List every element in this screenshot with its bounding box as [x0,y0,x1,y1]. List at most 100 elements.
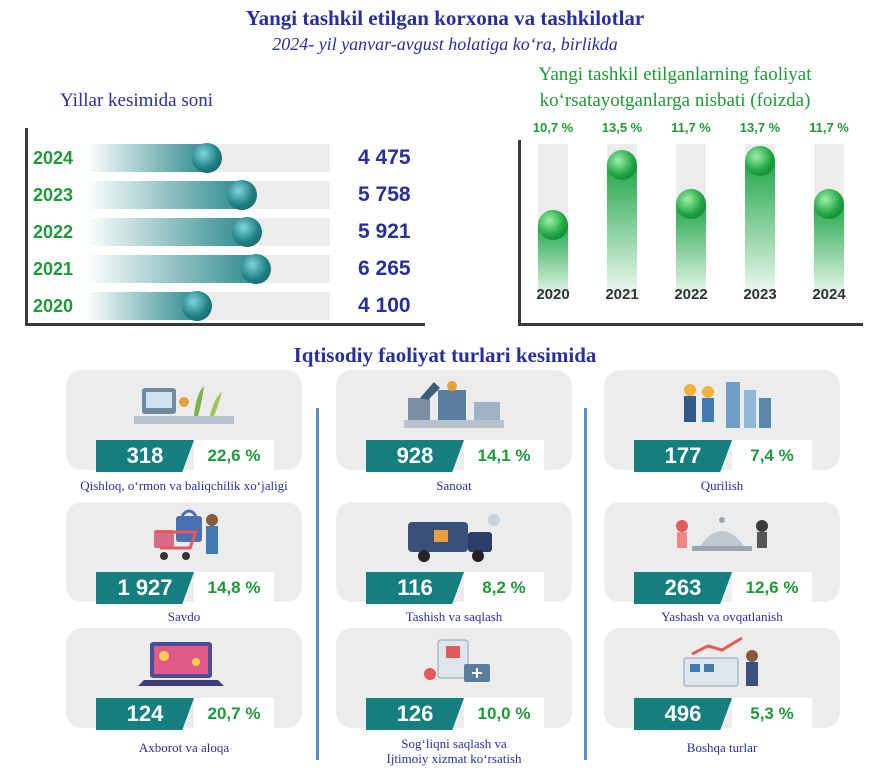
years-bar-row: 2023 5 758 [33,180,453,211]
sector-label: Qurilish [700,478,744,493]
ratio-bar-marker [814,189,844,219]
years-bar-row: 2024 4 475 [33,143,453,174]
sector-count: 116 [366,572,464,604]
sector-label: Savdo [167,609,201,624]
years-bar-track [86,254,330,284]
ratio-chart-frame [518,140,863,326]
sector-count: 177 [634,440,732,472]
years-chart-frame [25,128,425,326]
ratio-bar-column: 10,7 % 2020 [524,120,582,310]
it-laptop-icon [124,634,244,694]
sector-percent: 14,1 % [464,440,544,472]
ratio-chart-title-line-2: ko‘rsatayotganlarga nisbati (foizda) [539,90,811,111]
ratio-bar-marker [676,189,706,219]
sector-label: Sog‘liqni saqlash va Ijtimoiy xizmat ko‘r… [304,736,604,766]
years-bar-year-label: 2022 [33,222,74,242]
years-bar-marker [182,291,212,321]
years-bar-year-label: 2020 [33,296,74,316]
years-bar-track [86,291,330,321]
sector-count: 124 [96,698,194,730]
sector-percent: 5,3 % [732,698,812,730]
sector-label: Sanoat [436,478,472,493]
agriculture-icon [124,376,244,436]
sector-count: 318 [96,440,194,472]
sector-count: 126 [366,698,464,730]
ratio-bar-value-label: 11,7 % [671,120,711,135]
years-bar-value-label: 4 100 [358,294,411,317]
food-service-icon [662,508,782,568]
sector-card: 928 14,1 % [336,370,572,472]
years-bar-value-label: 6 265 [358,257,411,280]
sector-card: 496 5,3 % [604,628,840,730]
ratio-bar-year-label: 2023 [743,286,777,303]
factory-icon [394,376,514,436]
years-bar [86,144,207,172]
years-bar-marker [192,143,222,173]
ratio-bar-marker [607,150,637,180]
ratio-bar-year-label: 2020 [536,286,570,303]
ratio-bar-column: 13,5 % 2021 [593,120,651,310]
ratio-bar-year-label: 2021 [605,286,639,303]
years-bar-marker [241,254,271,284]
ratio-bar-value-label: 13,5 % [601,120,643,135]
sector-percent: 20,7 % [194,698,274,730]
years-bar [86,218,247,246]
ratio-bar-year-label: 2024 [812,286,846,303]
sector-percent: 12,6 % [732,572,812,604]
sector-count: 928 [366,440,464,472]
column-divider-left [316,408,319,760]
page-subtitle: 2024- yil yanvar-avgust holatiga ko‘ra, … [272,34,618,54]
delivery-truck-icon [394,508,514,568]
ratio-bar-marker [538,210,568,240]
ratio-bar-value-label: 10,7 % [532,120,574,135]
ratio-bar-track [538,144,568,304]
sector-label-line: Ijtimoiy xizmat ko‘rsatish [386,751,522,766]
sector-card: 318 22,6 % [66,370,302,472]
years-bar-year-label: 2021 [33,259,74,279]
ratio-chart-title: Yangi tashkil etilganlarning faoliyat ko… [490,62,860,114]
ratio-bar-year-label: 2022 [674,286,708,303]
sector-count: 263 [634,572,732,604]
ratio-bar-track [676,144,706,304]
years-bar-value-label: 5 758 [358,183,411,206]
ratio-bar [745,161,775,304]
sector-card: 1 927 14,8 % [66,502,302,604]
construction-icon [662,376,782,436]
analytics-icon [662,634,782,694]
ratio-bar [676,204,706,304]
sector-label-line: Sog‘liqni saqlash va [401,736,507,751]
healthcare-icon [394,634,514,694]
sector-label: Axborot va aloqa [138,740,230,755]
years-bar-year-label: 2024 [33,148,74,168]
years-bar-marker [232,217,262,247]
ratio-bar [814,204,844,304]
years-bar [86,292,197,320]
sector-percent: 10,0 % [464,698,544,730]
sectors-heading: Iqtisodiy faoliyat turlari kesimida [293,343,597,367]
sector-label: Boshqa turlar [686,740,758,755]
sector-card: 263 12,6 % [604,502,840,604]
years-bar-year-label: 2023 [33,185,74,205]
years-bar-value-label: 5 921 [358,220,411,243]
column-divider-right [584,408,587,760]
ratio-bar-track [745,144,775,304]
sector-card: 126 10,0 % [336,628,572,730]
ratio-bar-column: 11,7 % 2022 [662,120,720,310]
years-bar [86,255,256,283]
years-bar-value-label: 4 475 [358,146,411,169]
sector-label: Tashish va saqlash [405,609,503,624]
ratio-chart-title-line-1: Yangi tashkil etilganlarning faoliyat [538,64,812,85]
ratio-bar-value-label: 11,7 % [809,120,849,135]
sector-count: 496 [634,698,732,730]
sector-percent: 14,8 % [194,572,274,604]
sector-percent: 22,6 % [194,440,274,472]
sector-label: Qishloq, o‘rmon va baliqchilik xo‘jaligi [80,478,288,493]
ratio-bar-track [814,144,844,304]
ratio-bar-track [607,144,637,304]
ratio-bar-value-label: 13,7 % [739,120,781,135]
shopping-icon [124,508,244,568]
page-title: Yangi tashkil etilgan korxona va tashkil… [245,6,645,30]
years-bar-row: 2022 5 921 [33,217,453,248]
ratio-bar-marker [745,146,775,176]
ratio-bar [607,165,637,304]
